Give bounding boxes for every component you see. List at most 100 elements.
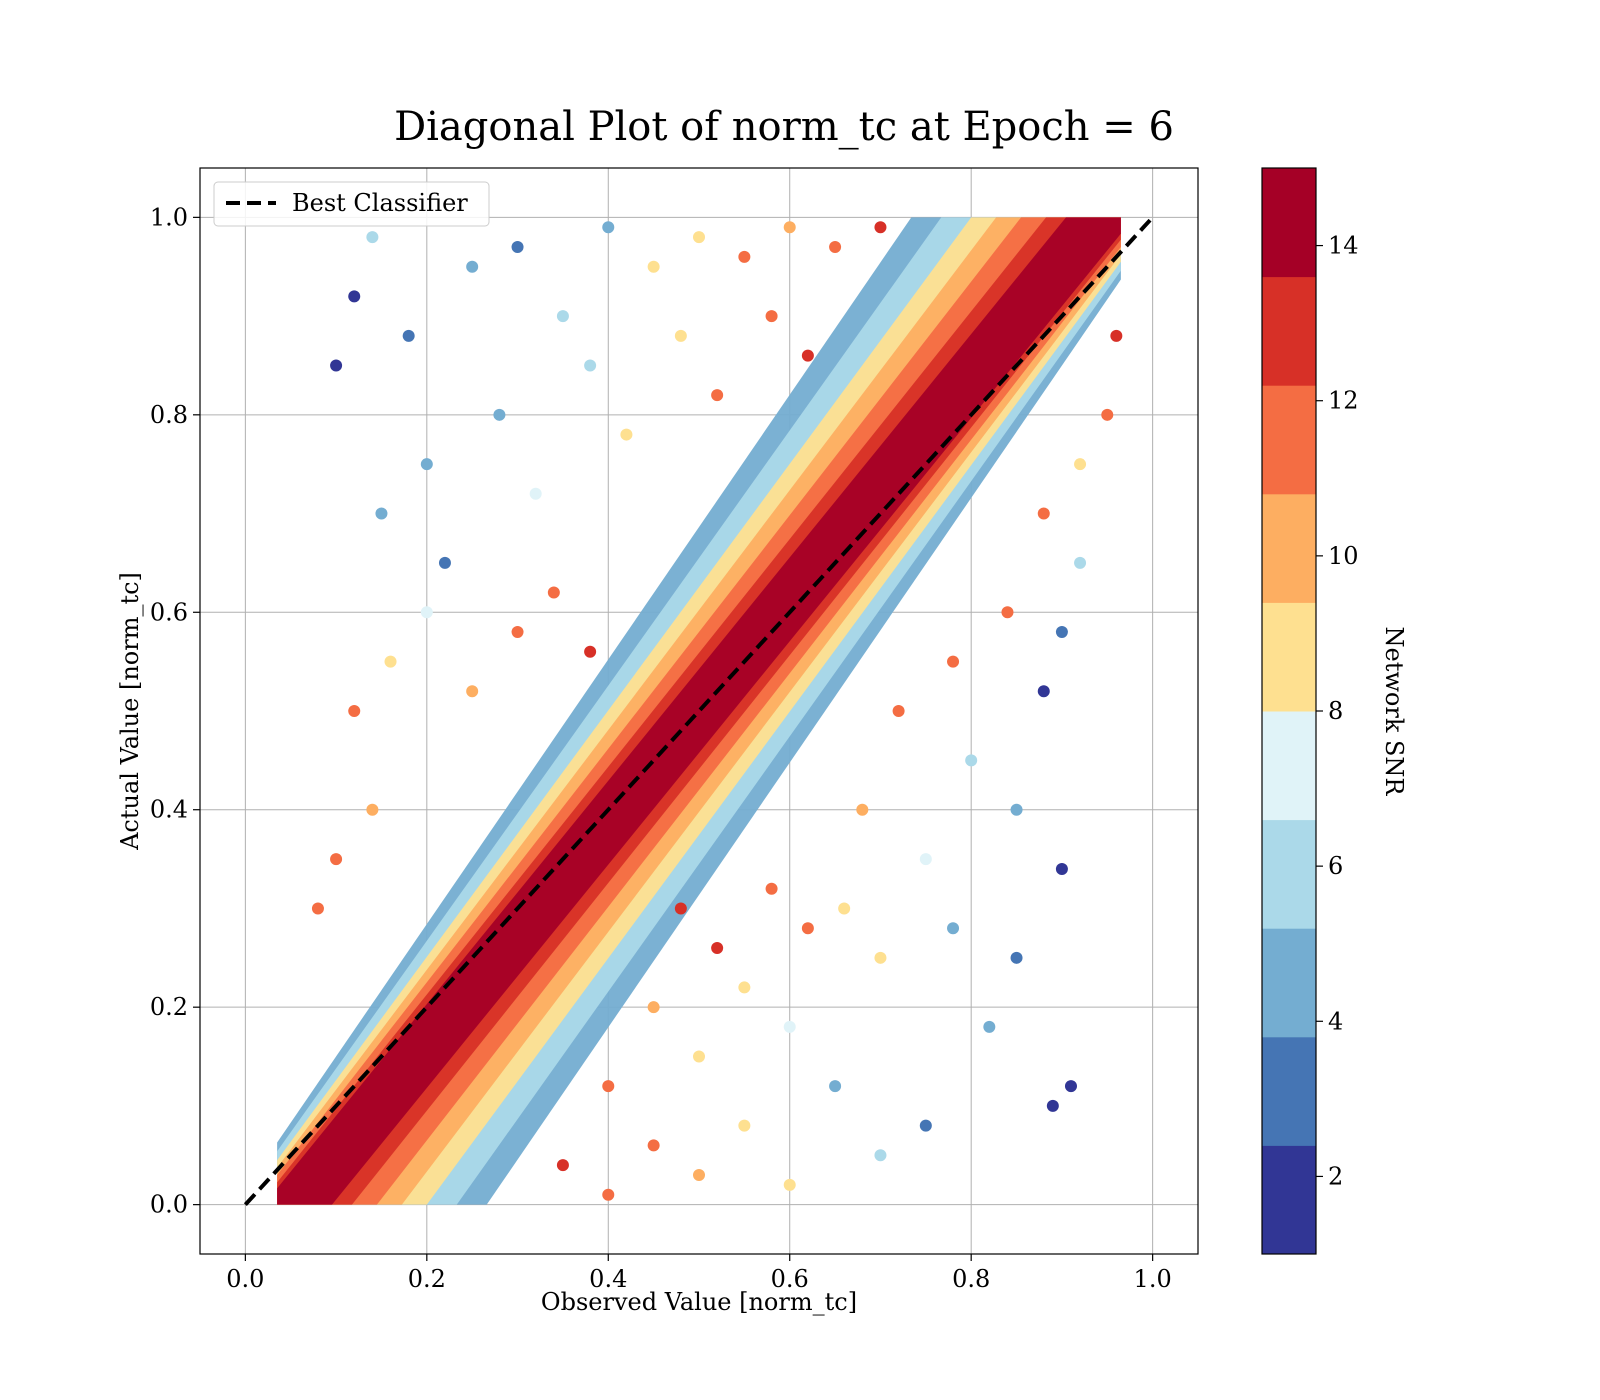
scatter-point [420,458,433,471]
y-axis-label: Actual Value [norm_tc] [116,572,144,851]
scatter-point [1037,685,1050,698]
scatter-point [947,922,960,935]
chart-title: Diagonal Plot of norm_tc at Epoch = 6 [394,104,1174,150]
legend: Best Classifier [213,181,490,227]
scatter-point [738,250,751,263]
scatter-point [1046,1099,1059,1112]
scatter-point [874,1149,887,1162]
scatter-point [765,310,778,323]
scatter-point [1001,606,1014,619]
colorbar-segment [1262,276,1316,386]
y-tick-label: 1.0 [150,203,188,231]
scatter-point [801,922,814,935]
scatter-point [919,1119,932,1132]
scatter-point [783,1020,796,1033]
best-classifier-line [243,216,1155,1206]
colorbar-segment [1262,385,1316,495]
colorbar-tick-label: 6 [1328,852,1343,880]
scatter-point [647,1139,660,1152]
y-tick-label: 0.0 [150,1191,188,1219]
scatter-point [919,853,932,866]
scatter-point [466,260,479,273]
scatter-point [466,685,479,698]
scatter-point [874,951,887,964]
scatter-point [693,1169,705,1182]
x-tick-label: 0.6 [771,1265,809,1293]
scatter-point [375,507,388,520]
x-axis-label: Observed Value [norm_tc] [541,1288,857,1316]
scatter-point [1101,408,1114,421]
colorbar-tick-label: 12 [1328,387,1359,415]
scatter-point [1055,626,1068,639]
scatter-point [647,260,660,273]
scatter-point [1037,507,1050,520]
legend-box [213,181,490,227]
scatter-point [738,981,751,994]
scatter-point [511,240,524,253]
scatter-point [947,655,960,668]
scatter-point [366,231,379,244]
scatter-point [384,655,397,668]
scatter-point [711,389,724,402]
colorbar-segment [1262,928,1316,1038]
x-tick-label: 1.0 [1134,1265,1172,1293]
scatter-point [420,606,433,619]
legend-label-best-classifier: Best Classifier [292,189,468,217]
y-tick-label: 0.2 [150,993,188,1021]
scatter-point [1055,862,1068,875]
scatter-point [602,221,615,234]
scatter-point [829,1080,842,1093]
scatter-point [983,1020,996,1033]
x-tick-label: 0.8 [952,1265,990,1293]
x-tick-label: 0.2 [408,1265,446,1293]
scatter-point [711,941,724,954]
scatter-point [1074,458,1087,471]
colorbar-segment [1262,602,1316,712]
scatter-point [348,290,361,303]
scatter-point [511,626,524,639]
scatter-point [801,349,814,362]
x-axis-ticks: 0.0 0.2 0.4 0.6 0.8 1.0 [226,1254,1172,1293]
colorbar-segment [1262,493,1316,603]
scatter-point [602,1080,615,1093]
scatter-point [1010,951,1023,964]
colorbar-segment [1262,711,1316,821]
scatter-points [311,221,1123,1201]
x-tick-label: 0.0 [226,1265,264,1293]
scatter-point [674,902,687,915]
scatter-point [556,310,569,323]
colorbar: 2 4 6 8 10 12 14 [1261,167,1359,1255]
scatter-point [874,221,887,234]
scatter-point [311,902,324,915]
scatter-point [838,902,851,915]
scatter-point [1010,803,1023,816]
scatter-point [856,803,869,816]
scatter-point [584,359,597,372]
colorbar-label: Network SNR [1380,627,1408,797]
scatter-point [402,329,415,342]
scatter-point [556,1159,569,1172]
colorbar-segment [1262,168,1316,278]
scatter-point [529,487,542,500]
scatter-point [693,231,705,244]
scatter-point [366,803,379,816]
scatter-point [348,705,361,717]
x-tick-label: 0.4 [589,1265,627,1293]
plot-frame [199,167,1199,1255]
scatter-point [438,556,451,569]
scatter-point [783,221,796,234]
scatter-point [674,329,687,342]
colorbar-tick-label: 14 [1328,232,1359,260]
y-tick-label: 0.8 [150,401,188,429]
scatter-point [620,428,633,441]
plot-area: 0.0 0.2 0.4 0.6 0.8 1.0 0.0 0.2 0.4 0.6 0.8 1.0 [150,167,1199,1293]
scatter-point [1110,329,1123,342]
colorbar-segment [1262,819,1316,929]
colorbar-tick-label: 2 [1328,1162,1343,1190]
density-bands [277,217,1121,1205]
scatter-point [783,1178,796,1191]
scatter-point [602,1188,615,1201]
scatter-point [1074,556,1087,569]
y-axis-ticks: 0.0 0.2 0.4 0.6 0.8 1.0 [150,203,200,1219]
